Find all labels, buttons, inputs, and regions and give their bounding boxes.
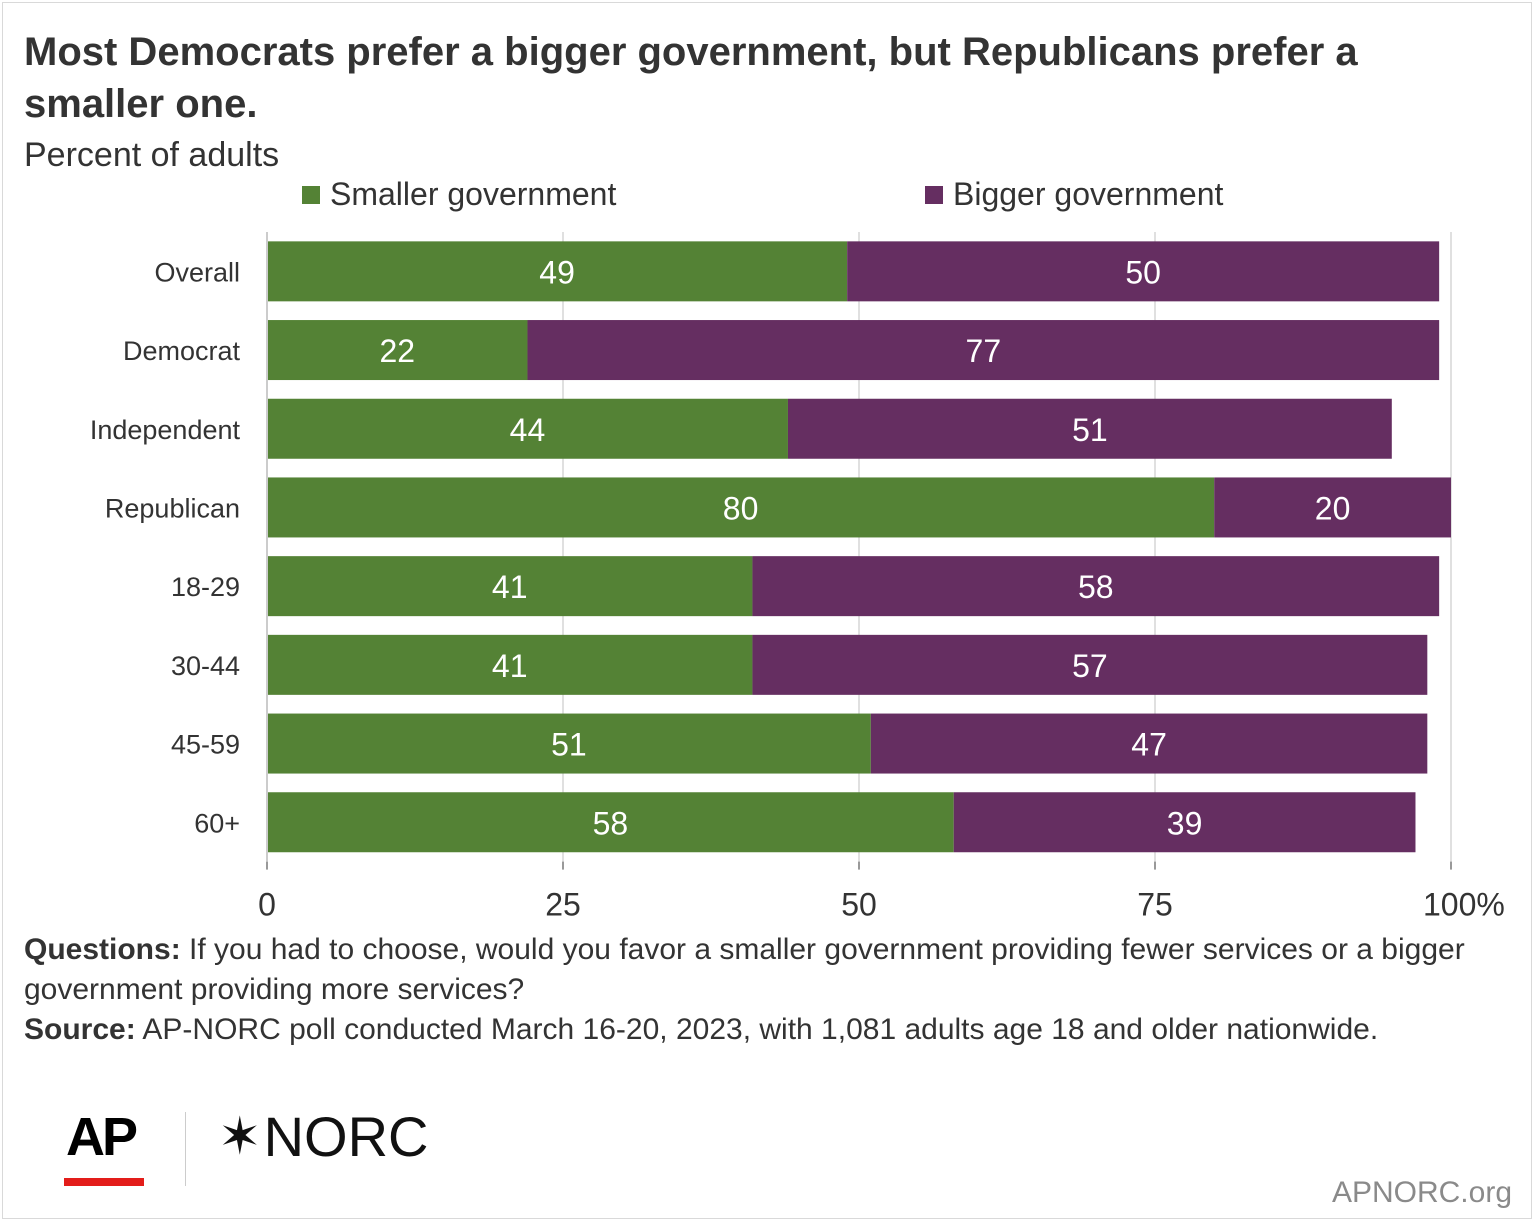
category-label: Overall (154, 257, 240, 287)
source-note: Source: AP-NORC poll conducted March 16-… (24, 1010, 1514, 1050)
data-label: 50 (1125, 254, 1161, 290)
bar-smaller (267, 477, 1215, 538)
bar-smaller (267, 792, 954, 853)
legend-swatch-smaller (302, 185, 320, 204)
data-label: 49 (539, 254, 575, 290)
data-label: 58 (1078, 569, 1114, 605)
chart-title: Most Democrats prefer a bigger governmen… (24, 30, 1358, 126)
category-label: Republican (105, 493, 240, 523)
legend-swatch-bigger (925, 185, 943, 204)
data-label: 77 (966, 333, 1002, 369)
x-tick-label: 100% (1423, 887, 1505, 923)
logo-divider (185, 1112, 186, 1186)
data-label: 57 (1072, 648, 1108, 684)
bar-bigger (870, 713, 1428, 774)
norc-logo: ✶ NORC (218, 1104, 428, 1169)
data-label: 41 (492, 648, 528, 684)
bar-smaller (267, 556, 753, 617)
bar-bigger (847, 241, 1440, 302)
bar-bigger (752, 634, 1428, 695)
legend-label-smaller: Smaller government (330, 176, 617, 212)
data-label: 20 (1315, 490, 1351, 526)
x-tick-label: 75 (1137, 887, 1173, 923)
category-label: Independent (90, 415, 241, 445)
site-url[interactable]: APNORC.org (1331, 1176, 1512, 1209)
data-label: 51 (551, 727, 587, 763)
norc-star-icon: ✶ (218, 1107, 262, 1166)
source-text: AP-NORC poll conducted March 16-20, 2023… (142, 1013, 1379, 1046)
category-label: 18-29 (171, 572, 240, 602)
bar-smaller (267, 713, 871, 774)
legend-item-bigger: Bigger government (925, 176, 1223, 213)
data-label: 22 (379, 333, 415, 369)
data-label: 47 (1131, 727, 1167, 763)
questions-label: Questions: (24, 933, 181, 966)
bar-bigger (953, 792, 1416, 853)
data-label: 41 (492, 569, 528, 605)
bar-bigger (752, 556, 1440, 617)
bar-bigger (527, 320, 1440, 381)
chart-notes: Questions: If you had to choose, would y… (24, 930, 1514, 1050)
stacked-bar-chart: 0 25 50 75 100% Overall 49 50 Democrat 22 77 Indepe… (90, 232, 1505, 923)
legend-item-smaller: Smaller government (302, 176, 616, 213)
bar-smaller (267, 241, 848, 302)
ap-logo-underline (64, 1178, 144, 1186)
source-label: Source: (24, 1013, 136, 1046)
data-label: 51 (1072, 412, 1108, 448)
x-tick-label: 0 (258, 887, 276, 923)
data-label: 39 (1167, 805, 1203, 841)
bar-smaller (267, 398, 788, 459)
category-label: 60+ (194, 808, 240, 838)
category-label: Democrat (123, 336, 241, 366)
chart-subtitle: Percent of adults (24, 136, 280, 174)
x-tick-label: 25 (545, 887, 581, 923)
data-label: 58 (593, 805, 629, 841)
bar-bigger (1214, 477, 1451, 538)
category-label: 30-44 (171, 651, 240, 681)
bar-smaller (267, 634, 753, 695)
questions-text: If you had to choose, would you favor a … (24, 933, 1465, 1006)
ap-logo: AP (66, 1107, 138, 1167)
bar-bigger (787, 398, 1392, 459)
legend-label-bigger: Bigger government (953, 176, 1224, 212)
category-label: 45-59 (171, 730, 240, 760)
norc-logo-text: NORC (263, 1105, 429, 1168)
data-label: 44 (510, 412, 546, 448)
legend: Smaller government Bigger government (0, 176, 1536, 216)
x-tick-label: 50 (841, 887, 877, 923)
questions-note: Questions: If you had to choose, would y… (24, 930, 1514, 1010)
bar-smaller (267, 320, 528, 381)
data-label: 80 (723, 490, 759, 526)
